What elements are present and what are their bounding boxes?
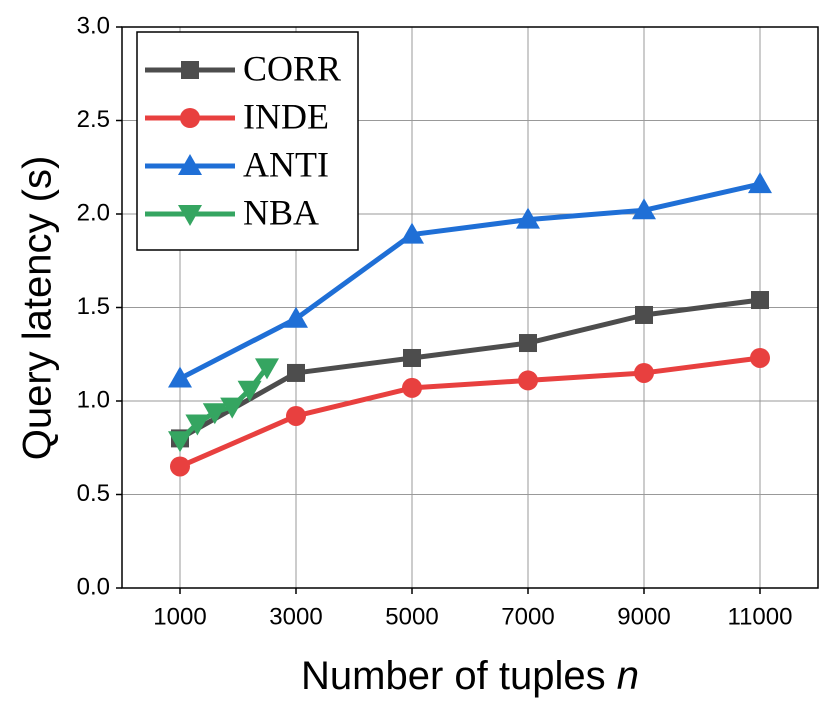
x-tick-label: 1000: [153, 603, 206, 630]
series-line: [178, 181, 761, 381]
legend-label: NBA: [243, 192, 319, 232]
marker: [635, 305, 653, 324]
legend-label: ANTI: [243, 144, 329, 184]
marker: [400, 222, 424, 244]
marker: [402, 377, 422, 398]
marker: [255, 358, 279, 380]
marker: [284, 306, 308, 328]
marker: [518, 370, 538, 391]
marker: [185, 414, 210, 436]
x-tick-label: 5000: [385, 603, 438, 630]
series-line: [178, 297, 761, 441]
y-tick-label: 3.0: [77, 12, 110, 39]
marker: [168, 431, 192, 453]
marker: [170, 456, 190, 477]
marker: [287, 363, 305, 382]
marker: [237, 380, 262, 402]
y-tick-label: 2.5: [77, 106, 110, 133]
x-axis-label-text: Number of tuples: [301, 654, 606, 698]
marker: [403, 348, 421, 367]
x-axis-label-var: n: [617, 654, 639, 698]
x-axis-label: Number of tuples n: [301, 654, 639, 698]
legend-marker: [178, 205, 202, 226]
marker: [634, 362, 654, 383]
x-tick-label: 3000: [269, 603, 322, 630]
legend-label: INDE: [243, 96, 329, 136]
y-tick-label: 2.0: [77, 199, 110, 226]
y-tick-label: 1.0: [77, 386, 110, 413]
x-tick-label: 9000: [617, 603, 670, 630]
legend-label: CORR: [243, 48, 341, 88]
x-tick-label: 7000: [501, 603, 554, 630]
legend-marker: [178, 154, 202, 175]
marker: [748, 172, 772, 194]
marker: [632, 198, 656, 220]
marker: [220, 397, 245, 419]
x-tick-label: 11000: [728, 603, 793, 630]
marker: [750, 347, 770, 368]
marker: [202, 403, 227, 425]
y-tick-label: 0.5: [77, 480, 110, 507]
y-tick-label: 0.0: [77, 573, 110, 600]
marker: [519, 334, 537, 353]
marker: [516, 207, 540, 229]
series-line: [179, 355, 761, 469]
plot-frame: [121, 26, 819, 589]
legend-marker: [180, 108, 200, 128]
marker: [168, 366, 192, 388]
marker: [286, 405, 306, 426]
legend-marker: [181, 61, 199, 79]
y-tick-label: 1.5: [77, 293, 110, 320]
marker: [751, 291, 769, 310]
y-axis-label: Query latency (s): [16, 156, 60, 461]
